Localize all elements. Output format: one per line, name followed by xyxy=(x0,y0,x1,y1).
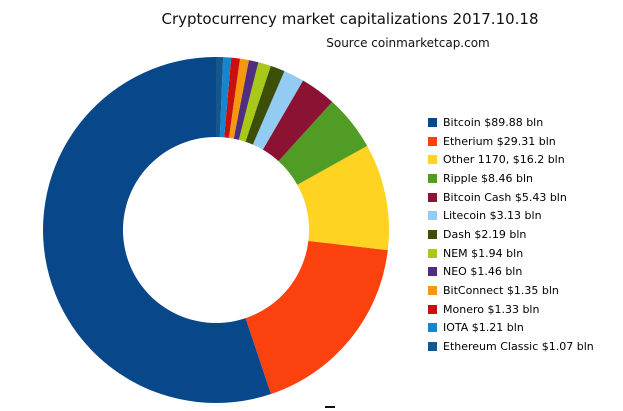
legend-label: IOTA $1.21 bln xyxy=(443,321,524,335)
legend-label: BitConnect $1.35 bln xyxy=(443,284,559,298)
pie-slice-other-1170 xyxy=(297,145,389,251)
pie-slice-iota xyxy=(219,57,232,138)
chart-title: Cryptocurrency market capitalizations 20… xyxy=(161,10,539,28)
pie-slice-bitcoin xyxy=(43,57,272,403)
legend-label: Bitcoin $89.88 bln xyxy=(443,115,544,129)
legend-swatch xyxy=(428,267,437,277)
legend-item: Litecoin $3.13 bln xyxy=(428,206,594,225)
legend-item: Other 1170, $16.2 bln xyxy=(428,150,594,169)
pie-slice-neo xyxy=(233,60,259,140)
legend-label: Other 1170, $16.2 bln xyxy=(443,153,565,167)
legend-item: IOTA $1.21 bln xyxy=(428,319,594,338)
legend-swatch xyxy=(428,323,437,333)
legend-label: Ripple $8.46 bln xyxy=(443,171,533,185)
legend-item: Etherium $29.31 bln xyxy=(428,132,594,151)
legend-item: Dash $2.19 bln xyxy=(428,225,594,244)
legend-swatch xyxy=(428,117,437,127)
legend-item: Bitcoin Cash $5.43 bln xyxy=(428,188,594,207)
legend-label: Litecoin $3.13 bln xyxy=(443,209,542,223)
legend-label: Bitcoin Cash $5.43 bln xyxy=(443,190,567,204)
legend-label: Etherium $29.31 bln xyxy=(443,134,556,148)
legend: Bitcoin $89.88 bln Etherium $29.31 bln Oth… xyxy=(428,113,594,356)
pie-slice-dash xyxy=(245,65,285,145)
legend-label: NEM $1.94 bln xyxy=(443,246,524,260)
legend-swatch xyxy=(428,304,437,314)
legend-swatch xyxy=(428,173,437,183)
legend-swatch xyxy=(428,211,437,221)
legend-swatch xyxy=(428,248,437,258)
pie-slice-ripple xyxy=(278,101,368,185)
legend-swatch xyxy=(428,229,437,239)
pie-slice-etherium xyxy=(245,240,388,395)
legend-item: NEO $1.46 bln xyxy=(428,263,594,282)
legend-item: NEM $1.94 bln xyxy=(428,244,594,263)
cropped-text-dash xyxy=(325,406,335,408)
pie-slice-litecoin xyxy=(252,71,304,150)
legend-item: Ethereum Classic $1.07 bln xyxy=(428,337,594,356)
legend-swatch xyxy=(428,192,437,202)
legend-item: Ripple $8.46 bln xyxy=(428,169,594,188)
legend-swatch xyxy=(428,286,437,296)
legend-swatch xyxy=(428,155,437,165)
legend-label: NEO $1.46 bln xyxy=(443,265,523,279)
legend-swatch xyxy=(428,136,437,146)
pie-slice-bitcoin-cash xyxy=(262,80,333,162)
chart-subtitle: Source coinmarketcap.com xyxy=(326,36,490,50)
legend-swatch xyxy=(428,342,437,352)
legend-label: Monero $1.33 bln xyxy=(443,302,540,316)
legend-item: BitConnect $1.35 bln xyxy=(428,281,594,300)
legend-label: Dash $2.19 bln xyxy=(443,227,527,241)
pie-slice-nem xyxy=(238,62,271,142)
legend-item: Monero $1.33 bln xyxy=(428,300,594,319)
legend-item: Bitcoin $89.88 bln xyxy=(428,113,594,132)
pie-slice-bitconnect xyxy=(228,58,249,139)
legend-label: Ethereum Classic $1.07 bln xyxy=(443,340,594,354)
pie-slice-monero xyxy=(224,57,240,138)
pie-slice-ethereum-classic xyxy=(216,57,224,138)
